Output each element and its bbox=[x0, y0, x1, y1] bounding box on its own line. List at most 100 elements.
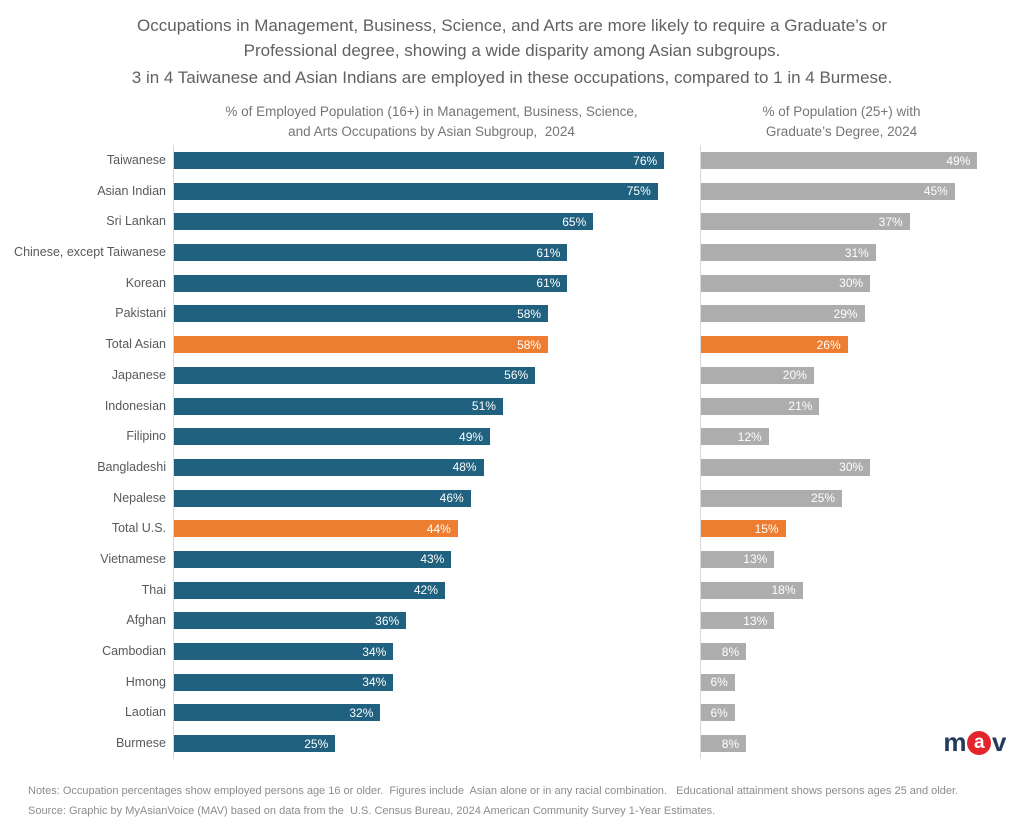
occupation-bar-value: 32% bbox=[349, 705, 374, 720]
chart-row: Sri Lankan 65% 37% bbox=[5, 206, 1024, 238]
chart-gap bbox=[690, 145, 700, 176]
degree-bar-track: 25% bbox=[700, 482, 983, 514]
degree-bar-track: 18% bbox=[700, 574, 983, 606]
chart-gap bbox=[690, 697, 700, 728]
degree-bar-value: 13% bbox=[743, 613, 768, 628]
category-label: Laotian bbox=[124, 705, 166, 720]
chart-gap bbox=[690, 728, 700, 759]
occupation-bar-value: 42% bbox=[413, 583, 438, 598]
degree-bar-value: 15% bbox=[754, 521, 779, 536]
degree-bar-value: 8% bbox=[721, 644, 740, 659]
occupation-bar-value: 34% bbox=[362, 644, 387, 659]
degree-bar-track: 8% bbox=[700, 728, 983, 759]
degree-bar-value: 6% bbox=[710, 705, 728, 720]
occupation-bar-value: 75% bbox=[626, 184, 651, 199]
degree-bar-track: 20% bbox=[700, 359, 983, 391]
occupation-bar: 34% bbox=[174, 673, 394, 691]
occupation-bar-track: 61% bbox=[173, 237, 690, 268]
category-label: Total U.S. bbox=[111, 521, 166, 536]
occupation-bar: 76% bbox=[174, 152, 665, 169]
degree-bar-track: 30% bbox=[700, 451, 983, 483]
degree-bar-track: 21% bbox=[700, 390, 983, 422]
occupation-bar-value: 48% bbox=[452, 460, 477, 475]
category-label: Afghan bbox=[126, 613, 166, 628]
chart-gap bbox=[690, 667, 700, 698]
chart-gap bbox=[690, 605, 700, 636]
category-label: Vietnamese bbox=[100, 551, 166, 566]
occupation-bar-track: 44% bbox=[173, 513, 690, 544]
degree-bar-track: 30% bbox=[700, 267, 983, 299]
occupation-bar: 58% bbox=[174, 336, 549, 354]
degree-bar-value: 37% bbox=[878, 214, 903, 229]
occupation-bar-track: 48% bbox=[173, 451, 690, 483]
degree-bar: 12% bbox=[701, 428, 769, 446]
category-label: Thai bbox=[141, 582, 166, 597]
degree-bar: 6% bbox=[701, 704, 735, 722]
chart-gap bbox=[690, 329, 700, 360]
degree-bar-track: 45% bbox=[700, 175, 983, 207]
category-label: Bangladeshi bbox=[97, 459, 166, 474]
occupation-bar-track: 58% bbox=[173, 329, 690, 360]
chart-row: Pakistani 58% 29% bbox=[5, 298, 1024, 330]
chart-row: Total U.S. 44% 15% bbox=[5, 513, 1024, 544]
chart-row: Burmese 25% 8% bbox=[5, 728, 1024, 759]
occupation-bar: 49% bbox=[174, 428, 491, 446]
degree-bar: 37% bbox=[701, 213, 910, 231]
degree-bar: 18% bbox=[701, 581, 803, 599]
degree-bar: 29% bbox=[701, 305, 865, 323]
logo-a-circle-icon: a bbox=[967, 730, 992, 755]
category-label: Sri Lankan bbox=[106, 214, 166, 229]
degree-bar: 15% bbox=[701, 520, 786, 538]
occupation-bar-value: 76% bbox=[633, 153, 658, 168]
bar-chart-rows: Taiwanese 76% 49% Asian Indian 75% 45% Sri Lan… bbox=[5, 145, 1024, 759]
occupation-bar-value: 58% bbox=[517, 306, 542, 321]
degree-bar: 30% bbox=[701, 458, 871, 476]
chart-gap bbox=[690, 636, 700, 667]
degree-bar-value: 21% bbox=[788, 399, 813, 413]
occupation-bar: 42% bbox=[174, 581, 445, 599]
occupation-bar-track: 34% bbox=[173, 666, 690, 698]
chart-row: Filipino 49% 12% bbox=[5, 421, 1024, 452]
occupation-bar-track: 65% bbox=[173, 206, 690, 238]
chart-row: Vietnamese 43% 13% bbox=[5, 543, 1024, 575]
degree-bar: 21% bbox=[701, 397, 820, 415]
occupation-bar: 61% bbox=[174, 244, 568, 262]
occupation-bar-track: 36% bbox=[173, 605, 690, 636]
category-label: Total Asian bbox=[105, 337, 166, 352]
category-label: Asian Indian bbox=[97, 183, 166, 198]
occupation-bar-track: 25% bbox=[173, 728, 690, 759]
degree-bar: 49% bbox=[701, 152, 978, 169]
degree-bar-track: 6% bbox=[700, 697, 983, 729]
chart-gap bbox=[690, 421, 700, 452]
degree-bar: 45% bbox=[701, 182, 955, 200]
occupation-bar-value: 34% bbox=[362, 675, 387, 690]
footer: Notes: Occupation percentages show emplo… bbox=[28, 781, 1024, 821]
category-label: Korean bbox=[125, 275, 166, 290]
occupation-bar-track: 58% bbox=[173, 298, 690, 330]
occupation-bar-value: 61% bbox=[536, 245, 561, 260]
chart-gap bbox=[690, 206, 700, 237]
chart-row: Thai 42% 18% bbox=[5, 574, 1024, 606]
chart-gap bbox=[690, 176, 700, 207]
degree-bar-value: 18% bbox=[771, 583, 796, 598]
degree-bar-value: 31% bbox=[844, 245, 869, 260]
degree-bar: 30% bbox=[701, 274, 871, 292]
occupation-bar: 25% bbox=[174, 735, 336, 753]
occupation-bar-track: 32% bbox=[173, 697, 690, 729]
occupation-bar-track: 61% bbox=[173, 267, 690, 299]
chart-row: Indonesian 51% 21% bbox=[5, 390, 1024, 422]
degree-bar-track: 26% bbox=[700, 329, 983, 360]
chart-row: Afghan 36% 13% bbox=[5, 605, 1024, 636]
degree-bar-track: 13% bbox=[700, 605, 983, 636]
chart-row: Taiwanese 76% 49% bbox=[5, 145, 1024, 176]
logo-letter-a: a bbox=[973, 732, 985, 753]
occupation-bar-track: 56% bbox=[173, 359, 690, 391]
degree-bar-value: 12% bbox=[737, 429, 762, 444]
occupation-bar: 61% bbox=[174, 274, 568, 292]
occupation-bar-value: 61% bbox=[536, 276, 561, 291]
degree-bar-track: 31% bbox=[700, 237, 983, 268]
degree-bar: 8% bbox=[701, 643, 747, 660]
degree-bar-track: 13% bbox=[700, 543, 983, 575]
degree-bar: 31% bbox=[701, 244, 876, 262]
